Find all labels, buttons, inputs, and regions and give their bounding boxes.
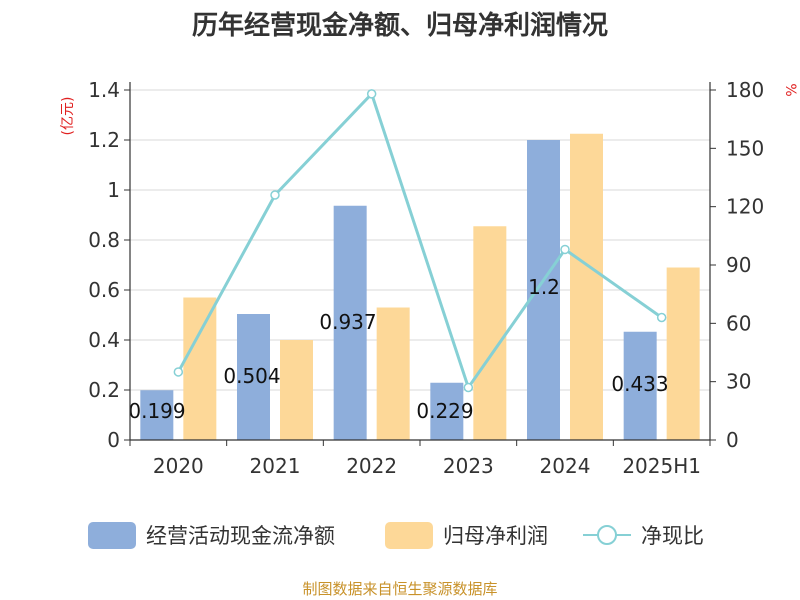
line-point <box>560 244 570 255</box>
data-label: 0.937 <box>319 310 376 334</box>
bar-net-profit <box>183 297 217 440</box>
line-point <box>366 89 377 99</box>
y-right-tick-label: 150 <box>726 136 764 160</box>
x-tick-label: 2022 <box>346 454 397 478</box>
y-left-tick-label: 0.4 <box>88 328 120 352</box>
y-right-tick-label: 120 <box>726 195 764 219</box>
bar-net-profit <box>666 267 700 440</box>
bar-net-profit <box>376 307 410 440</box>
y-left-tick-label: 1.2 <box>88 128 120 152</box>
y-right-tick-label: 90 <box>726 253 751 277</box>
bar-cash-flow <box>527 140 560 440</box>
legend-item-net-profit: 归母净利润 <box>385 522 548 549</box>
line-point <box>656 312 667 323</box>
x-tick-label: 2021 <box>250 454 301 478</box>
source-note: 制图数据来自恒生聚源数据库 <box>302 580 497 598</box>
legend-swatch <box>88 522 136 549</box>
bar-net-profit <box>570 133 603 440</box>
data-label: 0.199 <box>128 399 185 423</box>
x-tick-label: 2025H1 <box>622 454 701 478</box>
x-tick-label: 2024 <box>540 454 591 478</box>
y-right-tick-label: 0 <box>726 428 739 452</box>
chart-title: 历年经营现金净额、归母净利润情况 <box>192 10 608 41</box>
data-label: 0.504 <box>223 364 280 388</box>
y-right-axis-name: % <box>782 83 798 96</box>
legend-item-net-cash-ratio: 净现比 <box>583 524 704 548</box>
bar-cash-flow <box>237 314 270 440</box>
line-point <box>173 367 184 377</box>
axes: 0 0.2 0.4 0.6 0.8 1 1.2 1.4 0 30 60 90 120 150 180 2020… <box>88 78 764 478</box>
bar-cash-flow <box>333 205 367 440</box>
y-left-tick-label: 0.8 <box>88 228 120 252</box>
legend-label: 归母净利润 <box>443 524 548 548</box>
legend-item-cash-flow: 经营活动现金流净额 <box>88 522 335 549</box>
y-left-tick-label: 0.6 <box>88 278 120 302</box>
bar-net-profit <box>280 340 313 440</box>
y-right-tick-label: 180 <box>726 78 764 102</box>
x-tick-label: 2020 <box>153 454 204 478</box>
legend-swatch <box>385 522 433 549</box>
grid <box>130 89 710 391</box>
y-right-tick-label: 30 <box>726 370 751 394</box>
y-left-tick-label: 0.2 <box>88 378 120 402</box>
y-left-tick-label: 1.4 <box>88 78 120 102</box>
legend: 经营活动现金流净额 归母净利润 净现比 <box>88 522 704 549</box>
y-left-axis-name: (亿元) <box>60 97 76 136</box>
line-net-cash-ratio <box>177 91 663 391</box>
y-right-tick-label: 60 <box>726 311 751 335</box>
line-point <box>463 382 474 393</box>
legend-label: 经营活动现金流净额 <box>146 524 335 548</box>
line-layer <box>173 89 667 393</box>
data-label: 0.229 <box>416 399 473 423</box>
data-label: 1.2 <box>528 275 560 299</box>
legend-swatch-marker <box>597 525 617 545</box>
legend-label: 净现比 <box>641 524 704 548</box>
y-left-tick-label: 1 <box>107 178 120 202</box>
bar-cash-flow <box>140 390 174 440</box>
bar-cash-flow <box>430 382 464 440</box>
bar-cash-flow <box>623 331 657 440</box>
data-label: 0.433 <box>611 372 668 396</box>
data-label-layer: 0.199 0.504 0.937 0.229 1.2 0.433 <box>128 275 668 423</box>
y-left-tick-label: 0 <box>107 428 120 452</box>
line-point <box>270 190 280 200</box>
x-tick-label: 2023 <box>443 454 494 478</box>
bar-net-profit <box>473 226 507 440</box>
bar-layer <box>140 133 700 440</box>
